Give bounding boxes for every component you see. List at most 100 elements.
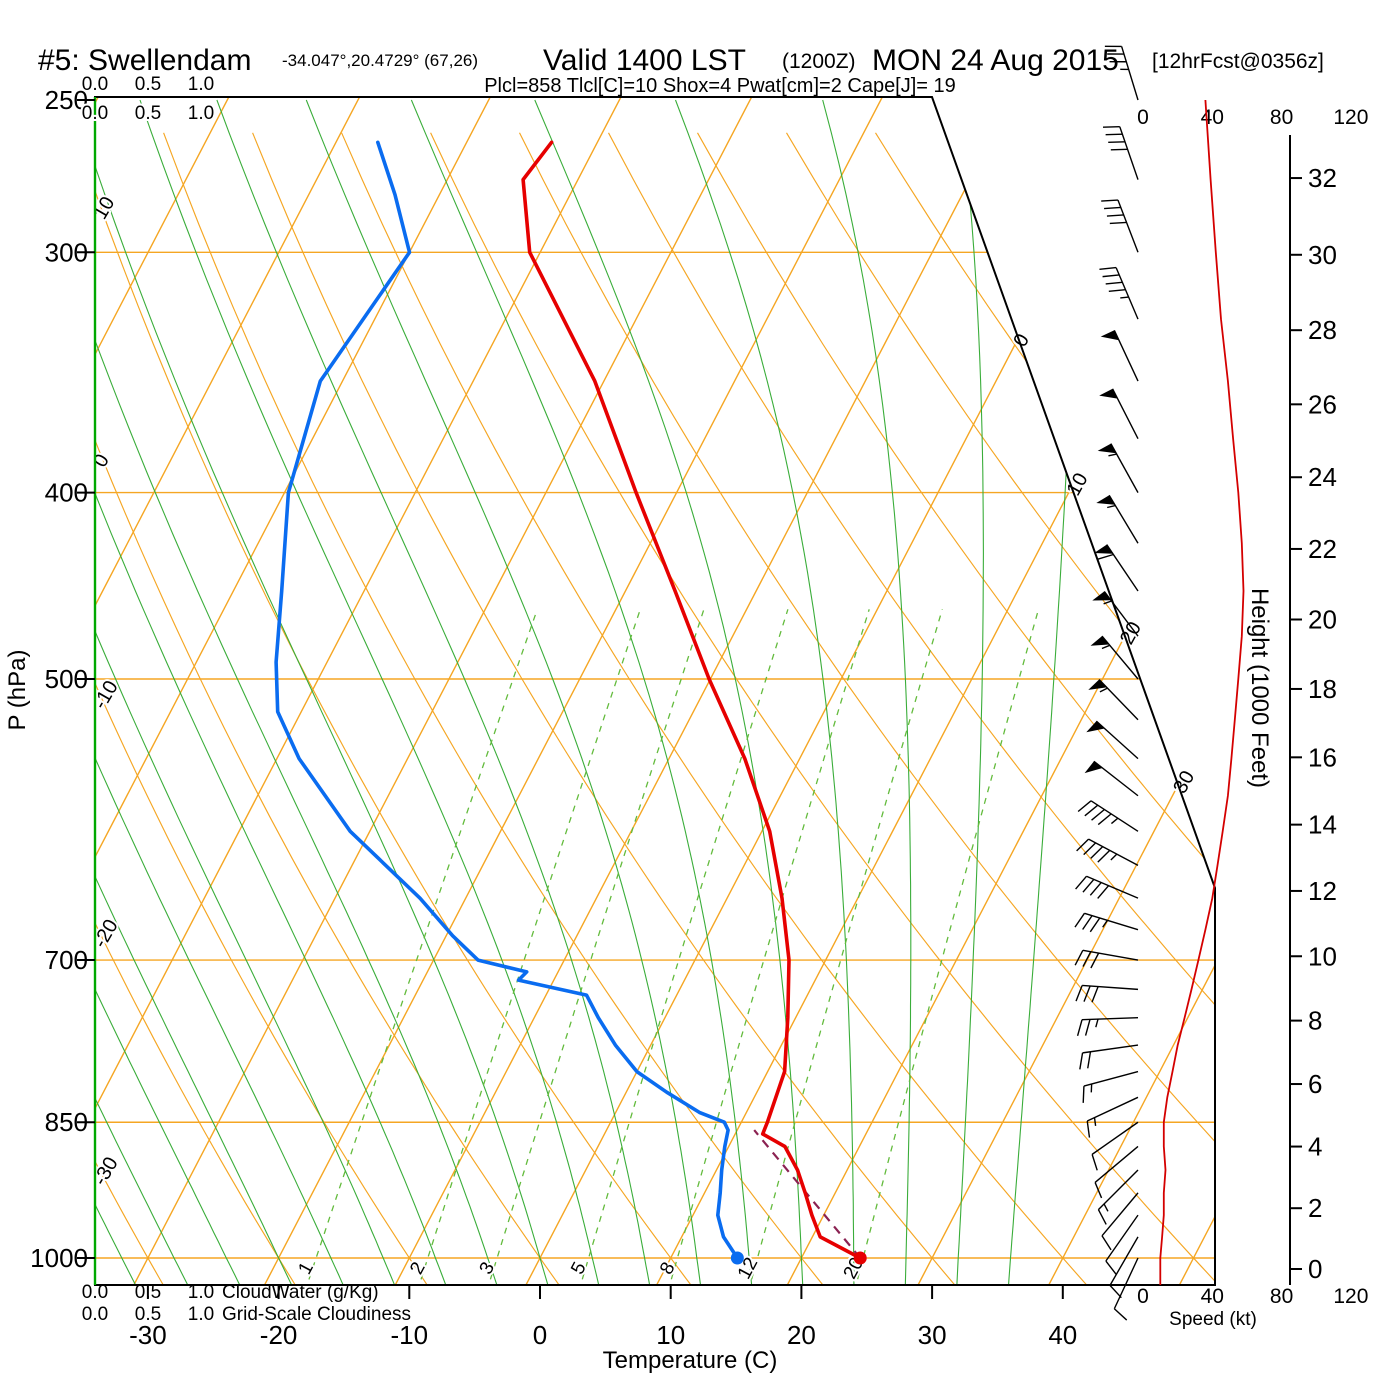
wind-barb-staff [1113,1257,1139,1310]
height-tick-label: 20 [1308,605,1337,635]
moist-adiabat-line [674,99,855,1285]
wind-barb-full [1089,917,1101,933]
wind-barb-full [1105,281,1123,285]
wind-barb-staff [1086,1096,1139,1122]
dry-adiabat-line [252,132,961,1285]
wind-barb-full [1090,952,1100,969]
page-title-coordinates: -34.047°,20.4729° (67,26) [282,51,478,70]
wind-barb-half [1095,1018,1099,1028]
temperature-tick-label: 40 [1048,1320,1077,1350]
page-title-valid-time: Valid 1400 LST [543,44,746,77]
dry-adiabat-line [95,132,432,1285]
wind-barb-half [1107,504,1116,509]
moist-adiabat-line [95,99,347,1285]
dry-adiabat-line [964,132,1215,1285]
surface-dewpoint-dot [730,1251,744,1265]
wind-barb-staff [1113,330,1139,382]
wind-barb-full [1082,878,1095,893]
pressure-tick-label: 1000 [30,1243,88,1273]
moist-adiabat-line [95,99,550,1285]
wind-barb-full [1106,214,1124,217]
pressure-tick-label: 400 [45,478,88,508]
isotherm-line [95,97,361,1285]
cloudiness-scale-label-bottom: 0.5 [135,1304,161,1325]
wind-barb-full [1083,842,1097,856]
wind-barb-pennant [1096,495,1115,505]
height-tick-label: 4 [1308,1132,1322,1162]
wind-barb-half [1108,453,1117,457]
cloudwater-scale-label-top: 0.0 [82,74,108,95]
speed-axis-label: Speed (kt) [1169,1309,1257,1330]
temperature-tick-label: -10 [391,1320,429,1350]
moist-adiabat-line [95,99,244,1285]
wind-barb-full [1079,1052,1084,1070]
height-tick-label: 30 [1308,240,1337,270]
wind-barb-full [1083,985,1091,1002]
pressure-tick-label: 300 [45,237,88,267]
cloudiness-scale-label-top: 0.0 [82,103,108,124]
wind-speed-curve [1159,99,1245,1285]
wind-panel [1074,45,1245,1321]
wind-barb-staff [1098,678,1139,721]
temperature-tick-label: -30 [129,1320,167,1350]
isotherm-line [95,97,230,1285]
wind-barb-full [1086,1120,1091,1138]
dry-adiabat-line [95,132,696,1285]
wind-barb-full [1097,885,1110,899]
sounding-profiles [274,140,867,1265]
wind-barb-half [1120,296,1129,299]
wind-barb-pennant [1086,721,1105,733]
speed-tick-label-bottom: 80 [1270,1285,1293,1308]
moist-adiabat-line [95,99,192,1285]
page-title-date: MON 24 Aug 2015 [872,44,1119,77]
height-tick-label: 6 [1308,1069,1322,1099]
temperature-tick-label: 30 [918,1320,947,1350]
moist-adiabat-line [534,99,804,1285]
mixing-ratio-line [416,609,641,1285]
wind-barb-staff [1088,838,1139,867]
isotherm-line [133,97,753,1285]
wind-barb-pennant [1090,636,1110,646]
wind-barb-staff [1083,1070,1139,1087]
cloudiness-scale-label-top: 1.0 [188,103,214,124]
speed-tick-label-top: 80 [1270,106,1293,129]
wind-barb-full [1097,1209,1107,1225]
wind-barb-full [1076,838,1090,852]
pressure-tick-label: 250 [45,85,88,115]
wind-barb-full [1108,289,1126,293]
wind-barb-staff [1115,267,1139,320]
dry-adiabat-line [95,132,300,1285]
cloudwater-axis-label: CloudWater (g/Kg) [222,1282,379,1303]
moist-adiabat-line [95,99,500,1285]
isotherm-line [917,97,1215,1285]
cloudiness-scale-label-bottom: 0.0 [82,1304,108,1325]
pressure-tick-label: 850 [45,1107,88,1137]
wind-barb-full [1105,1260,1117,1275]
surface-temperature-dot [853,1251,867,1265]
moist-adiabat-line [95,99,398,1285]
moist-adiabat-line [95,99,295,1285]
cloudiness-scale-label-top: 0.5 [135,103,161,124]
dewpoint-curve [274,140,740,1260]
pressure-tick-label: 500 [45,664,88,694]
wind-barb-full [1084,804,1099,817]
wind-barb-full [1074,950,1084,966]
mixing-ratio-label: 5 [567,1259,591,1278]
wind-barb-staff [1082,949,1139,961]
wind-barb-full [1109,221,1127,225]
plot-frame [94,96,1216,1286]
dry-adiabat-line [341,132,1093,1285]
height-tick-label: 2 [1308,1193,1322,1223]
wind-barb-full [1094,1182,1103,1199]
mixing-ratio-line [486,609,705,1285]
height-tick-label: 26 [1308,389,1337,419]
wind-barb-staff [1119,126,1139,180]
dry-adiabat-line [430,132,1215,1285]
temperature-curve [521,140,862,1260]
wind-barb-staff [1105,1214,1139,1262]
wind-barb-staff [1084,912,1139,931]
cloudwater-scale-label-bottom: 1.0 [188,1282,214,1303]
height-axis-label: Height (1000 Feet) [1246,588,1273,788]
cloudiness-scale-label-bottom: 1.0 [188,1304,214,1325]
